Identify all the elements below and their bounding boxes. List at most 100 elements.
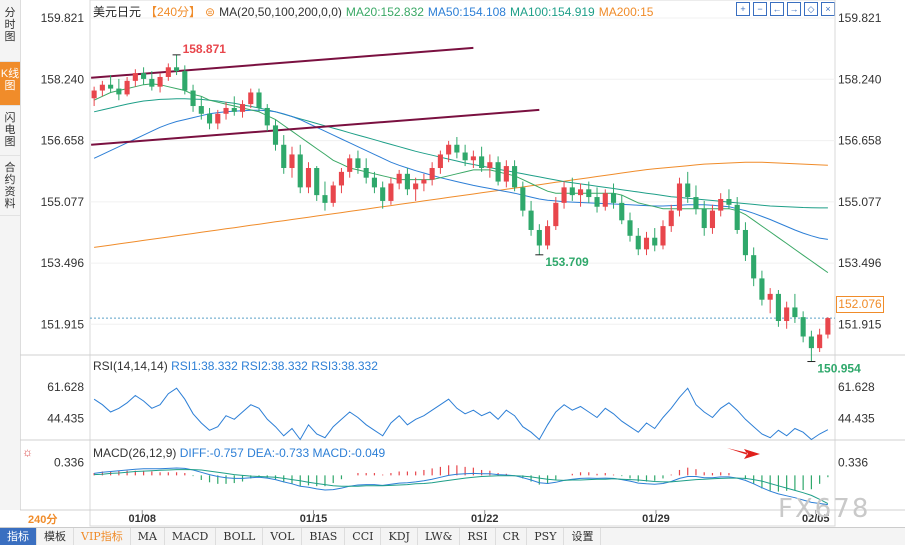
tab-indicators[interactable]: 指标 (0, 528, 37, 545)
candle-body (520, 187, 526, 211)
x-tick-label: 01/08 (128, 513, 156, 525)
candle-body (503, 166, 509, 182)
price-tick-label-right: 155.077 (838, 195, 882, 209)
candle-body (297, 154, 303, 188)
candle-body (693, 197, 699, 209)
ma100-value: MA100:154.919 (509, 5, 595, 19)
macd-diff-line (94, 467, 828, 506)
candle-body (808, 336, 814, 349)
current-price-tag: 152.076 (836, 296, 884, 313)
tab-lw[interactable]: LW& (418, 528, 461, 545)
candle-body (190, 90, 196, 107)
tab-rsi[interactable]: RSI (460, 528, 496, 545)
tab-ma[interactable]: MA (131, 528, 165, 545)
ma-label: MA(20,50,100,200,0,0) (219, 5, 342, 19)
sidebar-item-kline[interactable]: K线图 (0, 62, 20, 106)
rsi1-value: RSI1:38.332 (171, 359, 238, 373)
candle-body (660, 226, 666, 246)
candle-body (149, 78, 155, 87)
period-selector[interactable]: 240分 (28, 514, 58, 526)
candle-body (239, 104, 246, 112)
zoom-out-button[interactable]: − (753, 2, 767, 16)
channel-upper-line (91, 46, 474, 79)
sidebar-item-timeshare[interactable]: 分时图 (0, 0, 20, 62)
candle-body (413, 183, 419, 190)
tab-psy[interactable]: PSY (527, 528, 565, 545)
tab-vol[interactable]: VOL (263, 528, 303, 545)
sidebar-item-lightning[interactable]: 闪电图 (0, 106, 20, 156)
sidebar-item-contract-info[interactable]: 合约资料 (0, 156, 20, 216)
extreme-label: 153.709 (545, 255, 589, 269)
zoom-in-button[interactable]: + (736, 2, 750, 16)
x-tick-label: 01/22 (471, 513, 499, 525)
sun-icon[interactable]: ☼ (22, 445, 33, 459)
tab-kdj[interactable]: KDJ (381, 528, 418, 545)
candle-body (437, 154, 443, 169)
scroll-left-button[interactable]: ← (770, 2, 784, 16)
candle-body (487, 162, 493, 169)
candle-body (355, 158, 361, 169)
candle-body (404, 173, 410, 190)
candle-body (132, 73, 138, 81)
extreme-label: 150.954 (817, 362, 861, 376)
candle-body (116, 88, 122, 95)
ma20-line (93, 83, 829, 274)
scroll-right-button[interactable]: → (787, 2, 801, 16)
candle-body (231, 107, 237, 112)
tab-boll[interactable]: BOLL (216, 528, 264, 545)
candle-body (91, 90, 97, 99)
tab-template[interactable]: 模板 (37, 528, 74, 545)
price-tick-label-left: 158.240 (41, 72, 85, 86)
price-tick-label-left: 155.077 (41, 195, 85, 209)
candle-body (586, 189, 592, 198)
price-tick-label-right: 151.915 (838, 317, 882, 331)
price-tick-label-right: 156.658 (838, 134, 882, 148)
candle-body (322, 195, 328, 203)
draw-tool-button[interactable]: ◇ (804, 2, 818, 16)
candle-body (643, 237, 650, 250)
tab-cci[interactable]: CCI (345, 528, 382, 545)
period-label: 【240分】 (145, 5, 202, 19)
tab-settings[interactable]: 设置 (564, 528, 602, 545)
rsi2-value: RSI2:38.332 (241, 359, 308, 373)
settings-icon[interactable]: ⊜ (205, 5, 216, 19)
rsi-tick-label-right: 61.628 (838, 380, 875, 394)
rsi3-value: RSI3:38.332 (311, 359, 378, 373)
candle-body (610, 193, 617, 203)
candle-body (767, 293, 773, 300)
x-tick-label: 01/15 (300, 513, 328, 525)
tab-cr[interactable]: CR (496, 528, 528, 545)
candle-body (108, 84, 114, 89)
candle-body (775, 293, 781, 322)
price-tick-label-right: 158.240 (838, 72, 882, 86)
ma50-value: MA50:154.108 (427, 5, 506, 19)
watermark-logo: FX678 (778, 494, 871, 524)
candle-body (569, 187, 575, 196)
rsi-label: RSI(14,14,14) (93, 359, 168, 373)
candle-body (223, 107, 229, 114)
candle-body (157, 76, 163, 87)
macd-value: MACD:-0.049 (312, 446, 386, 460)
candle-body (248, 92, 254, 105)
tab-macd[interactable]: MACD (165, 528, 217, 545)
tab-vip-indicators[interactable]: VIP指标 (74, 528, 131, 545)
candle-body (718, 198, 724, 211)
candle-body (536, 229, 542, 246)
candle-body (347, 158, 353, 172)
price-tick-label-left: 153.496 (41, 256, 85, 270)
symbol-title: 美元日元 (93, 5, 142, 19)
candle-body (454, 144, 460, 153)
candle-body (602, 193, 608, 207)
candle-body (272, 125, 279, 145)
candle-body (800, 317, 806, 337)
candle-body (479, 156, 485, 169)
candle-body (305, 168, 312, 188)
candle-body (215, 113, 221, 124)
rsi-tick-label-left: 61.628 (47, 380, 84, 394)
candle-body (512, 166, 518, 188)
candle-body (726, 198, 732, 205)
candle-body (124, 80, 130, 95)
candle-body (685, 183, 691, 198)
tab-bias[interactable]: BIAS (302, 528, 346, 545)
candle-body (652, 237, 658, 246)
